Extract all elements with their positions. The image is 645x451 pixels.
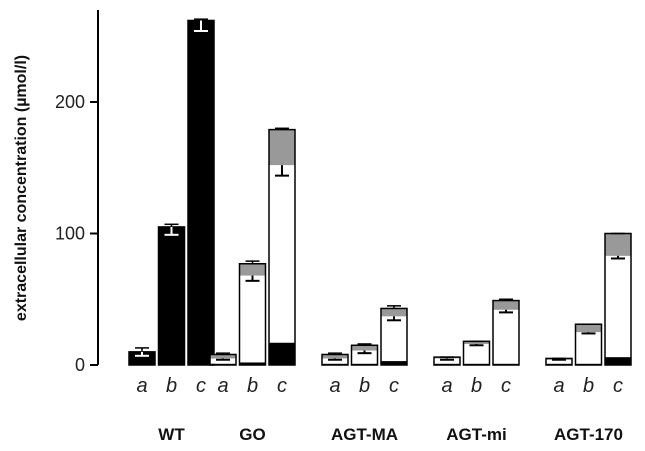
bar-segment-top: [210, 354, 236, 359]
bar-segment-middle: [546, 359, 572, 364]
y-axis-ticks: 0 100 200: [55, 92, 98, 375]
sub-category-label: c: [389, 375, 399, 397]
bar-segment-middle: [269, 165, 295, 343]
sub-category-label: a: [217, 375, 228, 397]
sub-category-label: b: [471, 375, 482, 397]
y-tick-label: 200: [55, 92, 85, 112]
group-label: AGT-mi: [446, 425, 506, 444]
bar-segment-bottom: [188, 20, 214, 365]
bar-segment-top: [381, 308, 407, 317]
bar-segment-bottom: [158, 226, 185, 365]
bar-segment-middle: [463, 343, 490, 364]
bar-segment-top: [493, 300, 519, 310]
bar-segment-top: [575, 324, 602, 333]
bar-segment-top: [322, 354, 348, 359]
bar-segment-bottom: [381, 361, 407, 365]
bar-segment-bottom: [239, 362, 266, 365]
sub-category-label: c: [501, 375, 511, 397]
sub-category-label: c: [613, 375, 623, 397]
group-label: WT: [158, 425, 185, 444]
sub-category-label: a: [329, 375, 340, 397]
group-label: GO: [239, 425, 265, 444]
bar-segment-middle: [434, 358, 460, 364]
y-tick-label: 0: [75, 355, 85, 375]
sub-category-label: c: [277, 375, 287, 397]
sub-category-label: b: [583, 375, 594, 397]
group-label: AGT-170: [554, 425, 623, 444]
bar-AGT-170-b: [574, 323, 603, 366]
bar-AGT-mi-c: [492, 298, 520, 366]
bar-segment-middle: [605, 255, 631, 358]
bar-AGT-170-c: [604, 232, 632, 366]
bar-WT-c: [187, 18, 215, 366]
sub-category-label: b: [247, 375, 258, 397]
bar-segment-middle: [210, 358, 236, 364]
bar-AGT-mi-a: [433, 356, 461, 366]
bar-segment-middle: [493, 309, 519, 364]
bar-GO-a: [209, 352, 237, 366]
sub-category-label: b: [359, 375, 370, 397]
bar-AGT-mi-b: [462, 340, 491, 366]
bar-segment-middle: [322, 358, 348, 364]
bar-GO-b: [238, 260, 267, 366]
sub-category-label: a: [553, 375, 564, 397]
bar-segment-top: [239, 263, 266, 276]
bar-AGT-MA-a: [321, 352, 349, 366]
bar-segment-top: [463, 341, 490, 344]
bar-segment-top: [269, 129, 295, 166]
sub-category-label: a: [136, 375, 147, 397]
bars-layer: [128, 18, 632, 366]
group-label: AGT-MA: [331, 425, 398, 444]
bar-AGT-170-a: [545, 357, 573, 366]
bar-segment-middle: [381, 316, 407, 362]
bar-segment-middle: [575, 332, 602, 364]
bar-WT-b: [157, 223, 186, 366]
y-axis-title: extracellular concentration (µmol/l): [13, 55, 30, 321]
bar-WT-a: [128, 347, 156, 366]
sub-category-label: a: [441, 375, 452, 397]
sub-category-label: c: [196, 375, 206, 397]
bar-AGT-MA-b: [350, 343, 379, 366]
y-tick-label: 100: [55, 224, 85, 244]
bar-segment-bottom: [269, 342, 295, 365]
bar-segment-top: [605, 233, 631, 256]
bar-AGT-MA-c: [380, 305, 408, 366]
sub-category-label: b: [166, 375, 177, 397]
bar-GO-c: [268, 127, 296, 366]
bar-segment-top: [351, 345, 378, 351]
bar-segment-middle: [239, 275, 266, 363]
bar-segment-bottom: [605, 357, 631, 365]
